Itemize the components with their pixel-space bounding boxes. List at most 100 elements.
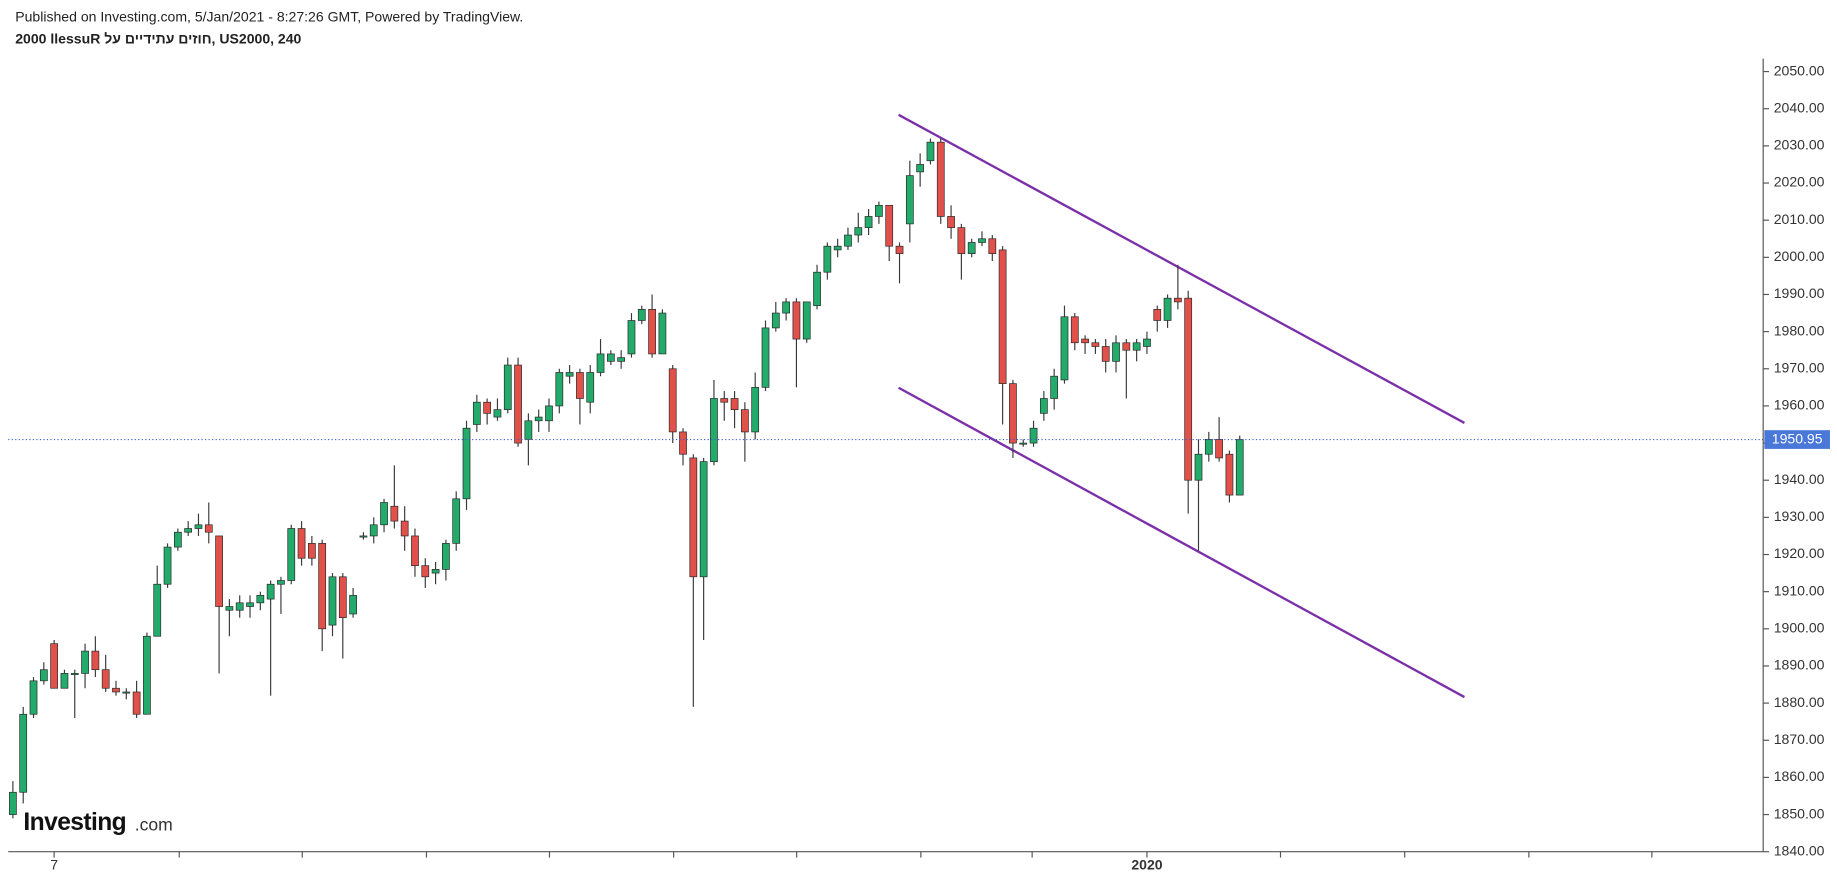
candle-body: [534, 416, 543, 422]
candle-body: [390, 505, 399, 522]
candle-body: [916, 164, 925, 173]
candle-body: [1174, 297, 1182, 303]
y-tick-label: 1840.00: [1774, 842, 1825, 858]
candle-body: [565, 372, 574, 377]
candle-body: [359, 535, 368, 538]
candle-body: [606, 353, 615, 362]
candle-body: [555, 372, 564, 407]
y-tick-label: 2030.00: [1774, 137, 1825, 153]
y-tick-label: 1890.00: [1774, 657, 1825, 673]
candle-body: [679, 431, 687, 455]
candle-body: [1019, 442, 1028, 445]
candle-body: [699, 461, 708, 578]
candle-body: [926, 141, 935, 162]
candle-body: [338, 576, 347, 619]
candle-body: [854, 227, 863, 236]
y-tick-label: 1920.00: [1774, 545, 1825, 561]
candle-body: [586, 372, 595, 403]
candle-body: [823, 245, 832, 273]
trend-line-lower: [898, 386, 1466, 699]
last-price-label: 1950.95: [1772, 430, 1823, 446]
candle-body: [163, 546, 172, 585]
candle-body: [648, 308, 656, 355]
candle-body: [318, 543, 327, 630]
y-tick-label: 1910.00: [1774, 582, 1825, 598]
candle-body: [1091, 342, 1100, 347]
candle-body: [431, 569, 440, 574]
candle-body: [1060, 316, 1069, 381]
candle-body: [1143, 338, 1151, 347]
candle-body: [802, 301, 811, 340]
candle-body: [1204, 439, 1213, 455]
candle-body: [576, 372, 584, 399]
candle-body: [277, 580, 285, 585]
candle-body: [1132, 342, 1141, 351]
candle-body: [885, 204, 894, 247]
candle-body: [1184, 297, 1193, 481]
trend-line-upper: [898, 113, 1465, 424]
candle-body: [730, 398, 739, 410]
candle-body: [895, 245, 904, 254]
candle-body: [771, 312, 780, 329]
candle-body: [1153, 308, 1162, 321]
candle-body: [947, 216, 955, 228]
candle-body: [380, 502, 388, 526]
candle-body: [112, 687, 120, 693]
candle-body: [545, 405, 553, 422]
candle-body: [493, 409, 502, 418]
candle-body: [462, 427, 471, 500]
last-price-box: [1764, 430, 1830, 449]
candle-body: [1029, 427, 1038, 444]
candle-body: [596, 353, 605, 373]
candle-body: [297, 528, 306, 559]
candle-body: [411, 535, 419, 567]
candle-body: [782, 301, 790, 314]
candle-body: [215, 535, 223, 607]
y-tick-label: 2040.00: [1774, 99, 1825, 115]
candle-body: [50, 643, 59, 689]
candle-body: [998, 249, 1007, 384]
candle-body: [637, 308, 646, 321]
candle-body: [60, 673, 69, 689]
candle-body: [70, 673, 79, 675]
candle-body: [792, 301, 801, 340]
logo-brand: Investing: [23, 809, 126, 836]
candle-body: [957, 227, 966, 254]
y-tick-label: 1940.00: [1774, 471, 1825, 487]
candle-body: [844, 234, 852, 247]
y-tick-label: 2000.00: [1774, 248, 1825, 264]
candle-body: [833, 245, 842, 251]
y-tick-label: 1990.00: [1774, 285, 1825, 301]
candle-body: [1101, 346, 1110, 362]
candle-body: [658, 312, 667, 355]
candle-body: [400, 520, 409, 537]
candle-body: [936, 141, 945, 217]
candle-body: [143, 635, 151, 715]
candle-body: [514, 364, 522, 444]
x-axis-ticks: [178, 851, 1653, 858]
y-tick-label: 2010.00: [1774, 211, 1825, 227]
candle-body: [194, 524, 203, 529]
candle-body: [225, 606, 234, 611]
candle-body: [751, 386, 760, 433]
y-tick-label: 1900.00: [1774, 620, 1825, 636]
logo: Investing .com: [23, 809, 172, 836]
y-tick-label: 1970.00: [1774, 359, 1825, 375]
candle-body: [452, 498, 461, 544]
candle-body: [978, 238, 986, 243]
candle-body: [967, 242, 976, 254]
candle-body: [524, 420, 533, 440]
candle-body: [472, 401, 481, 425]
candle-body: [1070, 316, 1079, 344]
y-tick-label: 1860.00: [1774, 768, 1825, 784]
candle-body: [1225, 453, 1234, 496]
candle-body: [328, 576, 337, 626]
candle-body: [875, 204, 883, 217]
candle-body: [39, 669, 48, 682]
y-tick-label: 1980.00: [1774, 322, 1825, 338]
candle-body: [173, 531, 182, 548]
y-tick-label: 1930.00: [1774, 508, 1825, 524]
candle-body: [710, 398, 718, 462]
